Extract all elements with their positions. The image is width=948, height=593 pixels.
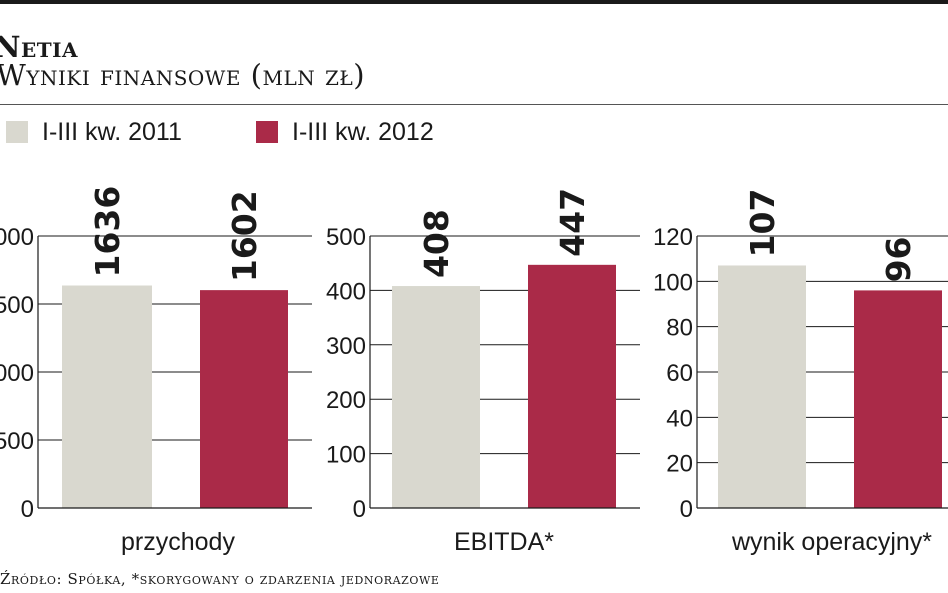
bar-2011 — [718, 265, 806, 508]
y-tick-label: 0 — [21, 496, 34, 523]
bar-2011 — [62, 285, 152, 508]
legend-swatch-2011 — [6, 121, 28, 143]
legend-swatch-2012 — [256, 121, 278, 143]
category-label: wynik operacyjny* — [731, 528, 932, 556]
y-tick-label: 20 — [666, 451, 693, 478]
bar-2012 — [854, 290, 942, 508]
bar-2012 — [200, 290, 288, 508]
source-note: Źródło: Spółka, *skorygowany o zdarzenia… — [0, 570, 440, 588]
y-tick-label: 200 — [326, 387, 366, 414]
bar-2012 — [528, 264, 616, 508]
chart-subtitle: Wyniki finansowe (mln zł) — [0, 58, 366, 92]
y-tick-label: 120 — [653, 224, 693, 251]
category-label: EBITDA* — [454, 528, 554, 556]
data-label: 96 — [879, 236, 918, 282]
legend-label-2011: I-III kw. 2011 — [42, 117, 182, 146]
y-tick-label: 1500 — [0, 292, 34, 319]
y-tick-label: 80 — [666, 315, 693, 342]
data-label: 408 — [417, 209, 456, 278]
y-tick-label: 500 — [0, 428, 34, 455]
y-tick-label: 0 — [353, 496, 366, 523]
data-label: 447 — [553, 188, 592, 257]
y-tick-label: 60 — [666, 360, 693, 387]
title-divider — [0, 104, 948, 105]
data-label: 1602 — [225, 190, 264, 282]
chart-title: Netia — [0, 30, 79, 64]
y-tick-label: 300 — [326, 333, 366, 360]
bar-2011 — [392, 286, 480, 508]
y-tick-label: 400 — [326, 278, 366, 305]
y-tick-label: 500 — [326, 224, 366, 251]
legend-item-2012: I-III kw. 2012 — [256, 118, 434, 146]
y-tick-label: 0 — [680, 496, 693, 523]
y-tick-label: 40 — [666, 405, 693, 432]
y-tick-label: 100 — [326, 442, 366, 469]
category-label: przychody — [121, 528, 235, 556]
data-label: 107 — [743, 189, 782, 258]
data-label: 1636 — [88, 186, 127, 278]
legend-item-2011: I-III kw. 2011 — [6, 118, 182, 146]
top-rule — [0, 0, 948, 4]
y-tick-label: 100 — [653, 269, 693, 296]
legend-label-2012: I-III kw. 2012 — [292, 117, 434, 146]
